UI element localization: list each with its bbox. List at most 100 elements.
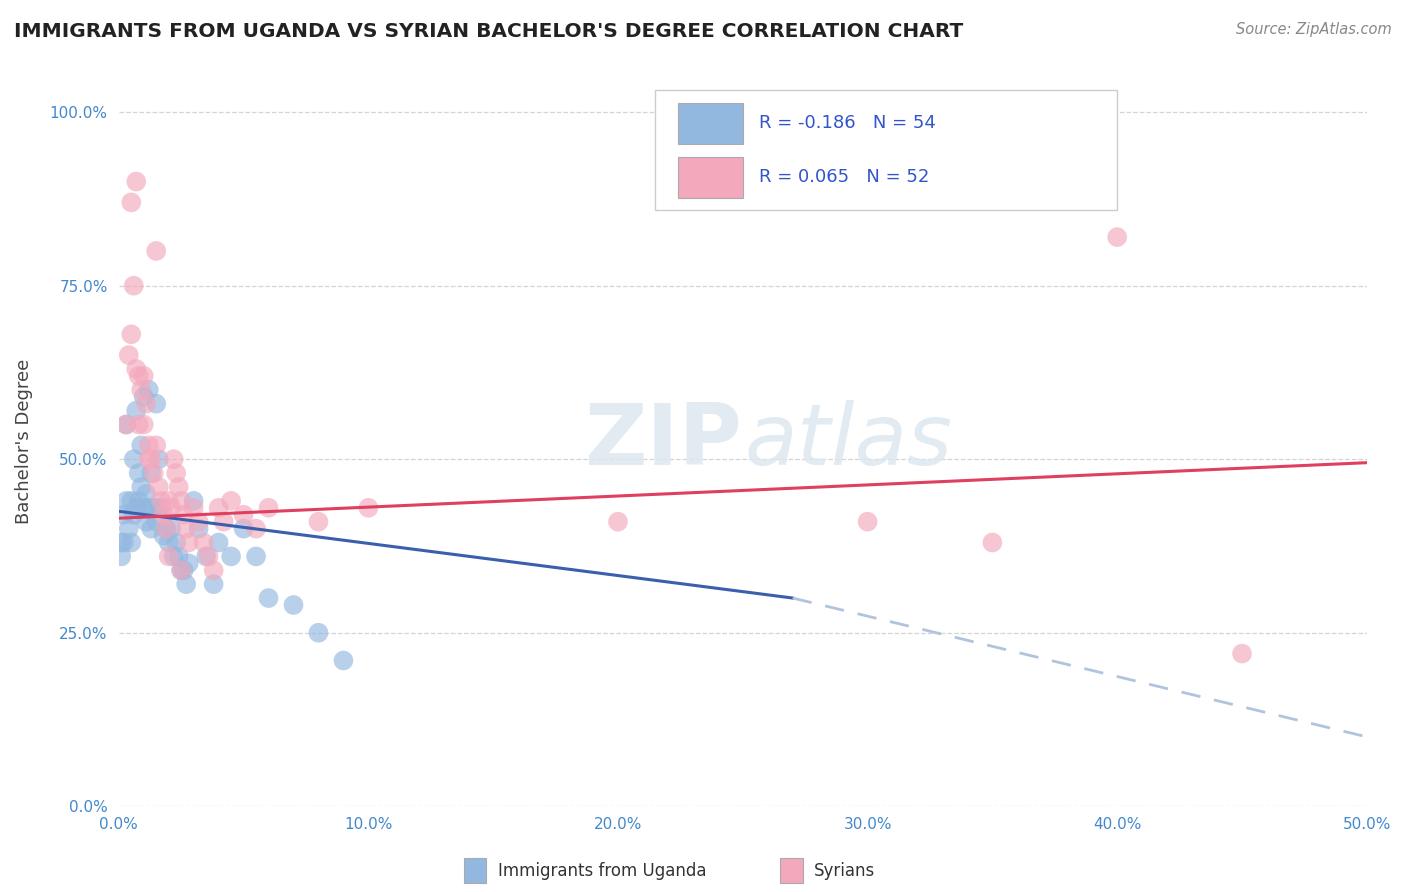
Point: [145, 515, 167, 529]
Point: [157, 549, 180, 564]
Point: [332, 653, 354, 667]
Text: IMMIGRANTS FROM UGANDA VS SYRIAN BACHELOR'S DEGREE CORRELATION CHART: IMMIGRANTS FROM UGANDA VS SYRIAN BACHELO…: [14, 22, 963, 41]
Point: [138, 383, 160, 397]
Point: [357, 500, 380, 515]
Point: [207, 500, 229, 515]
Point: [122, 278, 145, 293]
Point: [112, 508, 135, 522]
FancyBboxPatch shape: [678, 103, 742, 144]
Point: [138, 438, 160, 452]
Point: [152, 528, 174, 542]
Point: [125, 500, 148, 515]
Point: [115, 494, 138, 508]
Point: [183, 494, 205, 508]
Point: [856, 515, 879, 529]
Point: [120, 494, 142, 508]
Point: [125, 362, 148, 376]
Point: [245, 522, 267, 536]
Point: [145, 397, 167, 411]
Point: [160, 500, 183, 515]
Point: [155, 522, 177, 536]
Point: [167, 480, 190, 494]
Text: R = 0.065   N = 52: R = 0.065 N = 52: [759, 169, 929, 186]
Point: [1230, 647, 1253, 661]
Point: [212, 515, 235, 529]
Point: [115, 417, 138, 432]
Point: [167, 549, 190, 564]
Point: [148, 500, 170, 515]
Point: [170, 563, 193, 577]
Point: [308, 625, 330, 640]
Point: [232, 508, 254, 522]
Point: [135, 397, 157, 411]
Point: [157, 535, 180, 549]
Text: Immigrants from Uganda: Immigrants from Uganda: [498, 862, 706, 880]
Point: [120, 327, 142, 342]
Text: ZIP: ZIP: [583, 401, 741, 483]
Point: [128, 368, 150, 383]
Point: [145, 438, 167, 452]
Point: [219, 549, 242, 564]
Point: [129, 438, 152, 452]
Point: [148, 480, 170, 494]
Point: [118, 348, 141, 362]
Point: [141, 452, 163, 467]
Point: [197, 549, 219, 564]
Text: Source: ZipAtlas.com: Source: ZipAtlas.com: [1236, 22, 1392, 37]
Point: [257, 500, 280, 515]
Point: [132, 500, 155, 515]
Point: [160, 522, 183, 536]
Point: [183, 500, 205, 515]
Point: [135, 515, 157, 529]
Point: [981, 535, 1004, 549]
Point: [145, 244, 167, 258]
Point: [232, 522, 254, 536]
Point: [125, 175, 148, 189]
Point: [202, 577, 225, 591]
Point: [177, 535, 200, 549]
FancyBboxPatch shape: [655, 90, 1118, 211]
Point: [132, 368, 155, 383]
Point: [138, 452, 160, 467]
Point: [607, 515, 630, 529]
Point: [283, 598, 305, 612]
Point: [122, 508, 145, 522]
Point: [142, 500, 165, 515]
Point: [112, 535, 135, 549]
Point: [120, 195, 142, 210]
Point: [115, 417, 138, 432]
Point: [128, 494, 150, 508]
Point: [125, 403, 148, 417]
Point: [187, 522, 209, 536]
FancyBboxPatch shape: [678, 157, 742, 198]
Point: [174, 577, 197, 591]
Point: [173, 563, 195, 577]
Point: [219, 494, 242, 508]
Point: [110, 535, 132, 549]
Point: [173, 508, 195, 522]
Point: [207, 535, 229, 549]
Point: [193, 535, 215, 549]
Point: [170, 563, 193, 577]
Point: [148, 452, 170, 467]
Point: [150, 494, 173, 508]
Point: [129, 480, 152, 494]
Point: [118, 522, 141, 536]
Point: [128, 417, 150, 432]
Point: [141, 466, 163, 480]
Point: [170, 494, 193, 508]
Point: [245, 549, 267, 564]
Point: [152, 508, 174, 522]
Point: [202, 563, 225, 577]
Point: [155, 522, 177, 536]
Point: [257, 591, 280, 605]
Point: [128, 466, 150, 480]
Point: [150, 500, 173, 515]
Text: atlas: atlas: [744, 401, 952, 483]
Point: [122, 452, 145, 467]
Text: Syrians: Syrians: [814, 862, 876, 880]
Point: [165, 466, 187, 480]
Point: [195, 549, 218, 564]
Y-axis label: Bachelor's Degree: Bachelor's Degree: [15, 359, 32, 524]
Point: [132, 390, 155, 404]
